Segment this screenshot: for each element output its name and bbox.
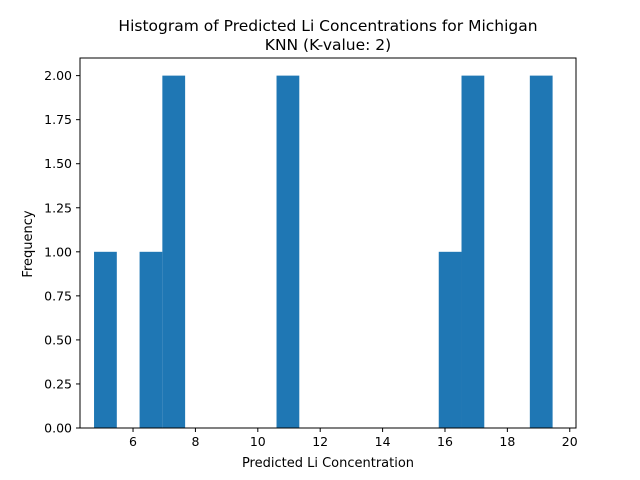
y-tick-label: 1.25 [44, 200, 72, 215]
x-axis: 6 8 10 12 14 16 18 20 [129, 428, 578, 449]
histogram-bar-4 [276, 75, 300, 428]
x-tick-label: 14 [375, 434, 391, 449]
y-tick-label: 0.75 [44, 288, 72, 303]
x-tick-label: 12 [312, 434, 328, 449]
chart-title-line2: KNN (K-value: 2) [265, 36, 391, 54]
y-tick-label: 1.50 [44, 156, 72, 171]
x-tick-label: 20 [562, 434, 578, 449]
y-tick-label: 0.50 [44, 332, 72, 347]
histogram-bar-2 [139, 251, 163, 428]
x-axis-label: Predicted Li Concentration [242, 456, 414, 471]
y-tick-label: 1.00 [44, 244, 72, 259]
x-tick-label: 10 [250, 434, 266, 449]
histogram-bar-7 [529, 75, 553, 428]
y-axis-label: Frequency [21, 210, 36, 277]
chart-title-line1: Histogram of Predicted Li Concentrations… [118, 17, 537, 35]
histogram-bar-6 [461, 75, 485, 428]
y-tick-label: 2.00 [44, 68, 72, 83]
y-tick-label: 0.00 [44, 421, 72, 436]
histogram-bar-1 [94, 251, 117, 428]
y-axis: 0.00 0.25 0.50 0.75 1.00 1.25 1.50 1.75 2.00 [44, 68, 80, 436]
histogram-bar-3 [162, 75, 186, 428]
x-tick-label: 18 [499, 434, 515, 449]
plot-frame [79, 57, 577, 429]
x-tick-label: 8 [191, 434, 199, 449]
histogram-bar-5 [438, 251, 462, 428]
y-tick-label: 0.25 [44, 376, 72, 391]
y-tick-label: 1.75 [44, 112, 72, 127]
x-tick-label: 16 [437, 434, 453, 449]
bars-group [94, 75, 553, 428]
x-tick-label: 6 [129, 434, 137, 449]
